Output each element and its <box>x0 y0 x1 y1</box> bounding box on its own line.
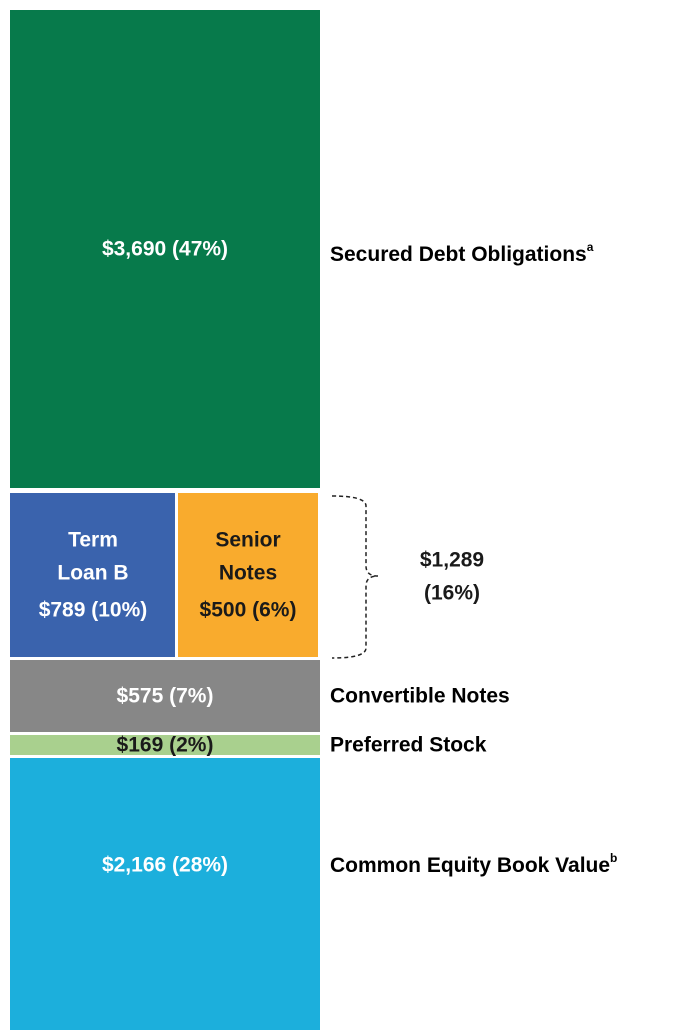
term-loan-line: Loan B <box>57 562 128 585</box>
term-loan-block <box>10 493 175 657</box>
convertible-notes-name: Convertible Notes <box>330 685 510 708</box>
note: a <box>587 240 594 254</box>
debt-group-line: (16%) <box>424 582 480 605</box>
senior-notes-line: Senior <box>215 529 280 552</box>
secured-debt-name: Secured Debt Obligationsa <box>330 240 594 265</box>
term-loan-line: Term <box>68 529 118 552</box>
senior-notes-block <box>178 493 318 657</box>
brace <box>331 495 379 659</box>
senior-notes-value: $500 (6%) <box>200 599 297 622</box>
note: b <box>610 851 617 865</box>
convertible-notes-block <box>10 660 320 732</box>
preferred-stock-block <box>10 735 320 755</box>
secured-debt-value: $3,690 (47%) <box>102 238 228 261</box>
secured-debt-block <box>10 10 320 488</box>
term-loan-value: $789 (10%) <box>39 599 148 622</box>
preferred-stock-name: Preferred Stock <box>330 734 487 757</box>
preferred-stock-value: $169 (2%) <box>117 734 214 757</box>
common-equity-value: $2,166 (28%) <box>102 854 228 877</box>
senior-notes-line: Notes <box>219 562 277 585</box>
debt-group-line: $1,289 <box>420 549 484 572</box>
convertible-notes-value: $575 (7%) <box>117 685 214 708</box>
name: Common Equity Book Value <box>330 854 610 877</box>
common-equity-block <box>10 758 320 1030</box>
common-equity-name: Common Equity Book Valueb <box>330 851 617 876</box>
name: Secured Debt Obligations <box>330 243 587 266</box>
